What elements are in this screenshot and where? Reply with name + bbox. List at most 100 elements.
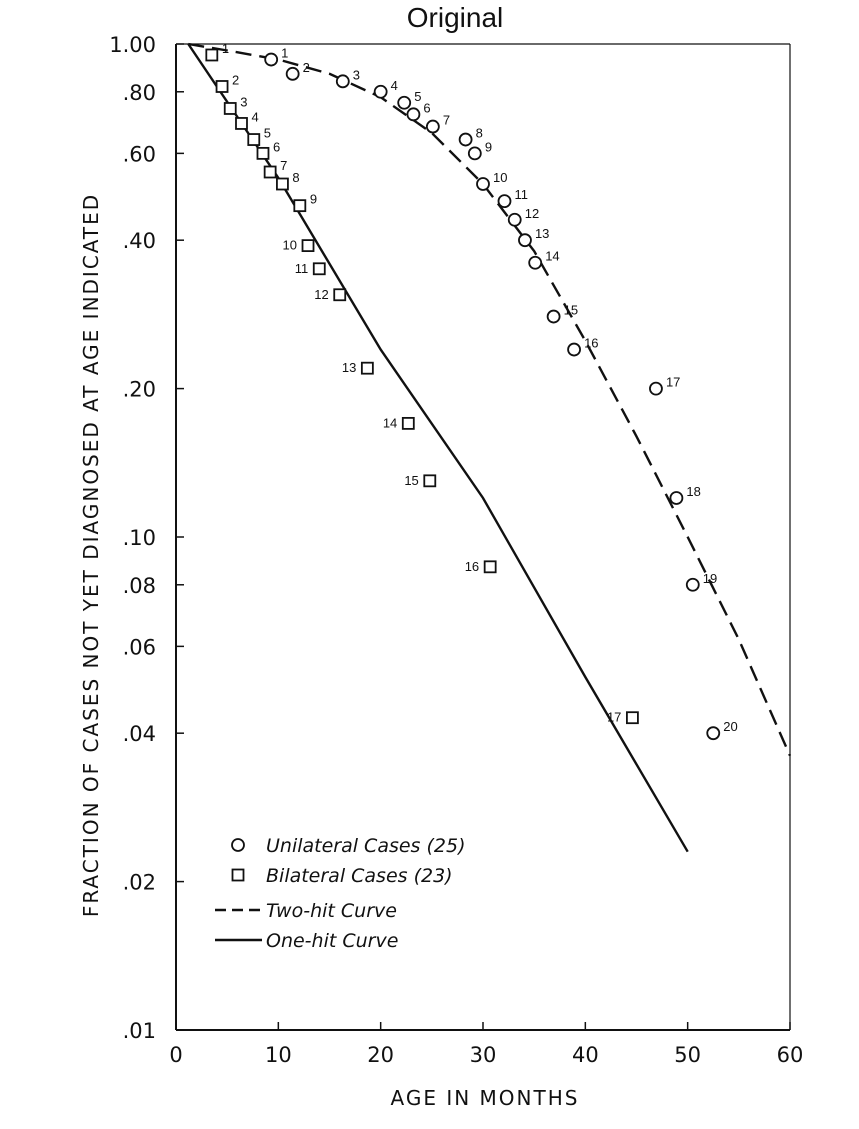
y-tick-label: .40	[123, 229, 156, 253]
x-axis-label: AGE IN MONTHS	[391, 1086, 580, 1110]
bilateral-point-label: 10	[283, 238, 297, 253]
y-tick-label: .60	[123, 142, 156, 166]
x-tick-label: 0	[169, 1043, 182, 1067]
x-tick-label: 30	[470, 1043, 497, 1067]
unilateral-point-label: 2	[303, 60, 310, 75]
unilateral-point-label: 5	[414, 89, 421, 104]
bilateral-point-label: 7	[280, 158, 287, 173]
unilateral-point	[669, 491, 684, 505]
bilateral-point	[223, 102, 237, 115]
bilateral-point-label: 5	[264, 126, 271, 141]
bilateral-point	[312, 262, 326, 276]
bilateral-point	[301, 239, 315, 253]
bilateral-point-label: 14	[383, 415, 397, 430]
y-tick-label: .01	[123, 1019, 156, 1043]
bilateral-point	[360, 361, 374, 375]
bilateral-point-label: 6	[273, 139, 280, 154]
y-tick-label: .80	[123, 81, 156, 105]
bilateral-point-label: 4	[251, 109, 258, 124]
unilateral-point-label: 18	[686, 484, 700, 499]
x-tick-label: 10	[265, 1043, 292, 1067]
bilateral-point	[626, 711, 639, 725]
bilateral-point-label: 3	[240, 94, 247, 109]
y-axis-label: FRACTION OF CASES NOT YET DIAGNOSED AT A…	[79, 193, 103, 917]
unilateral-point	[373, 84, 388, 99]
bilateral-point-label: 15	[404, 473, 418, 488]
bilateral-point	[215, 80, 229, 93]
unilateral-point-label: 16	[584, 336, 598, 351]
bilateral-point	[423, 474, 437, 488]
bilateral-point-label: 9	[310, 192, 317, 207]
unilateral-point	[497, 194, 512, 209]
legend-one-hit-label: One-hit Curve	[266, 930, 398, 952]
x-tick-label: 40	[572, 1043, 599, 1067]
bilateral-point-label: 17	[607, 710, 621, 725]
unilateral-point-label: 3	[353, 67, 360, 82]
y-tick-group: 1.00 .80 .60 .40 .20 .10 .08 .06 .04 .02 .01	[109, 33, 184, 1043]
x-tick-group: 0 10 20 30 40 50 60	[169, 1022, 803, 1067]
unilateral-point	[546, 309, 561, 324]
legend: Unilateral Cases (25) Bilateral Cases (23…	[215, 835, 466, 952]
bilateral-point-label: 12	[314, 287, 328, 302]
unilateral-point-label: 4	[391, 78, 398, 93]
unilateral-point-label: 12	[525, 206, 539, 221]
bilateral-point	[333, 288, 347, 302]
bilateral-point-label: 2	[232, 72, 239, 87]
legend-circle-marker	[231, 838, 245, 852]
unilateral-point	[476, 177, 490, 191]
unilateral-point-label: 15	[564, 303, 578, 318]
bilateral-point	[293, 199, 307, 213]
unilateral-point-label: 13	[535, 226, 549, 241]
x-tick-label: 20	[367, 1043, 394, 1067]
unilateral-point-label: 10	[493, 170, 507, 185]
unilateral-point	[335, 74, 350, 89]
y-tick-label: .04	[123, 722, 156, 746]
bilateral-point	[205, 48, 219, 62]
unilateral-point	[528, 255, 543, 270]
unilateral-point	[685, 577, 700, 592]
unilateral-point-label: 7	[443, 113, 450, 128]
unilateral-point-label: 1	[281, 46, 288, 61]
bilateral-point	[263, 165, 277, 179]
bilateral-point	[247, 133, 261, 146]
y-tick-label: .02	[123, 871, 156, 895]
bilateral-point-label: 11	[295, 261, 309, 276]
unilateral-point	[706, 726, 721, 741]
y-tick-label: .06	[123, 635, 156, 659]
bilateral-point	[235, 117, 248, 130]
y-tick-label: .08	[123, 574, 156, 598]
unilateral-point	[518, 233, 532, 248]
one-hit-curve	[187, 43, 689, 853]
unilateral-point	[397, 95, 412, 110]
bilateral-point	[483, 560, 497, 574]
bilateral-point-label: 8	[292, 170, 299, 185]
two-hit-curve	[188, 42, 792, 757]
unilateral-point-label: 9	[485, 139, 492, 154]
bilateral-point	[401, 416, 415, 430]
unilateral-point	[649, 381, 663, 396]
chart-title: Original	[407, 2, 503, 33]
curve-group	[187, 42, 792, 853]
unilateral-point	[406, 107, 421, 122]
unilateral-point-label: 8	[476, 126, 483, 141]
x-tick-label: 50	[674, 1043, 701, 1067]
bilateral-point-label: 1	[222, 41, 229, 56]
y-tick-label: 1.00	[109, 33, 156, 57]
unilateral-point	[285, 66, 300, 81]
unilateral-point	[507, 212, 522, 227]
y-tick-label: .10	[123, 526, 156, 550]
bilateral-point-label: 16	[465, 559, 479, 574]
unilateral-point-label: 19	[703, 571, 717, 586]
unilateral-point	[425, 119, 440, 134]
unilateral-point	[467, 146, 482, 161]
unilateral-point	[458, 132, 473, 147]
legend-square-marker	[231, 868, 245, 882]
point-group: 1234567891011121314151617181920123456789…	[205, 41, 738, 741]
unilateral-point-label: 17	[666, 375, 680, 390]
unilateral-point-label: 20	[723, 719, 737, 734]
y-tick-label: .20	[123, 378, 156, 402]
legend-two-hit-label: Two-hit Curve	[266, 900, 397, 922]
unilateral-point-label: 6	[423, 100, 430, 115]
unilateral-point	[264, 52, 279, 67]
